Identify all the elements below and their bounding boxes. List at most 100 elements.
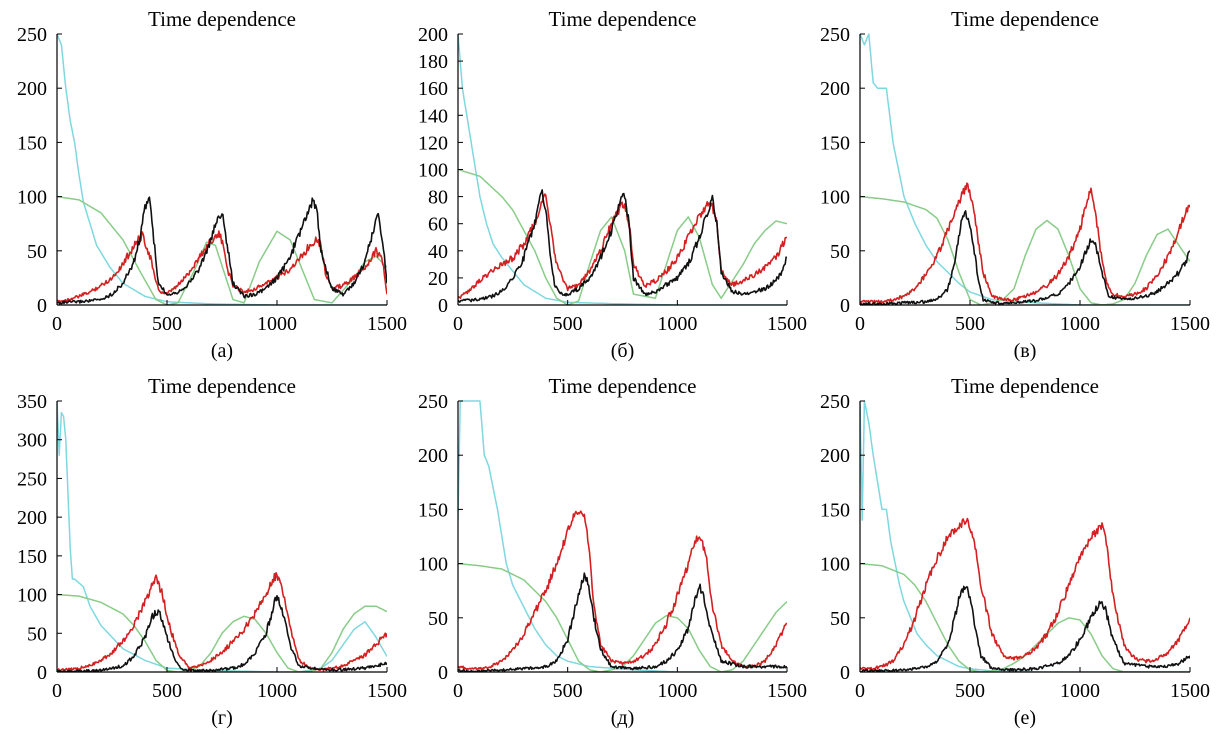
chart-panel: Time dependence 0 50 100 150 200 250 0 500 1000 15… — [820, 7, 1210, 362]
y-tick-label: 20 — [428, 268, 448, 290]
y-tick-label: 200 — [418, 445, 448, 467]
x-tick-label: 500 — [553, 680, 583, 702]
y-tick-label: 60 — [428, 214, 448, 236]
series-group — [57, 33, 387, 305]
x-tick-label: 0 — [453, 680, 463, 702]
series-line — [57, 594, 387, 672]
x-tick-label: 500 — [553, 313, 583, 335]
chart-panel: Time dependence 0 50 100 150 200 250 300 350 0 500… — [17, 374, 407, 729]
x-tick-label: 1500 — [767, 313, 807, 335]
x-tick-label: 1500 — [1170, 680, 1210, 702]
y-tick-label: 100 — [17, 187, 47, 209]
y-tick-label: 200 — [820, 78, 850, 100]
y-tick-label: 120 — [418, 132, 448, 154]
x-tick-label: 500 — [152, 313, 182, 335]
x-tick-label: 1000 — [257, 313, 297, 335]
y-tick-label: 0 — [840, 662, 850, 684]
y-tick-label: 40 — [428, 241, 448, 263]
x-tick-label: 500 — [955, 680, 985, 702]
series-group — [458, 33, 787, 305]
chart-title: Time dependence — [148, 7, 296, 31]
x-tick-label: 500 — [955, 313, 985, 335]
y-tick-label: 200 — [17, 78, 47, 100]
series-line — [860, 195, 1190, 305]
y-tick-label: 100 — [820, 187, 850, 209]
y-tick-label: 50 — [830, 241, 850, 263]
x-tick-label: 1000 — [657, 313, 697, 335]
series-line — [860, 517, 1190, 671]
chart-panel: Time dependence 0 50 100 150 200 250 0 500 1000 15… — [820, 374, 1210, 729]
chart-panel: Time dependence 0 50 100 150 200 250 0 500 1000 15… — [418, 374, 807, 729]
y-tick-label: 200 — [17, 507, 47, 529]
y-tick-label: 150 — [17, 546, 47, 568]
y-tick-label: 0 — [840, 295, 850, 317]
y-tick-label: 140 — [418, 105, 448, 127]
x-tick-label: 1000 — [1060, 680, 1100, 702]
x-tick-label: 1500 — [367, 313, 407, 335]
chart-panel: Time dependence 0 50 100 150 200 250 0 500 1000 15… — [17, 7, 407, 362]
y-tick-label: 200 — [418, 24, 448, 46]
chart-title: Time dependence — [951, 7, 1099, 31]
panel-caption: (б) — [611, 340, 635, 362]
series-line — [57, 400, 387, 672]
x-tick-label: 1000 — [1060, 313, 1100, 335]
series-line — [458, 510, 787, 671]
y-tick-label: 160 — [418, 78, 448, 100]
y-tick-label: 50 — [428, 608, 448, 630]
y-tick-label: 150 — [820, 132, 850, 154]
x-tick-label: 0 — [52, 680, 62, 702]
y-tick-label: 200 — [820, 445, 850, 467]
y-tick-label: 250 — [820, 391, 850, 413]
series-line — [860, 210, 1190, 305]
y-tick-label: 100 — [418, 554, 448, 576]
y-tick-label: 0 — [438, 295, 448, 317]
x-tick-label: 0 — [453, 313, 463, 335]
x-tick-label: 1000 — [657, 680, 697, 702]
series-line — [57, 195, 387, 305]
chart-title: Time dependence — [549, 7, 697, 31]
y-tick-label: 50 — [830, 608, 850, 630]
y-tick-label: 0 — [438, 662, 448, 684]
series-line — [458, 572, 787, 672]
series-line — [860, 585, 1190, 672]
series-line — [458, 189, 787, 303]
y-tick-label: 180 — [418, 51, 448, 73]
y-tick-label: 300 — [17, 430, 47, 452]
series-line — [458, 33, 787, 305]
series-group — [458, 400, 787, 672]
series-line — [860, 33, 1190, 305]
panel-caption: (а) — [211, 340, 233, 362]
y-tick-label: 80 — [428, 187, 448, 209]
y-tick-label: 100 — [17, 585, 47, 607]
chart-title: Time dependence — [951, 374, 1099, 398]
series-line — [57, 593, 387, 672]
series-line — [458, 168, 787, 305]
y-tick-label: 150 — [17, 132, 47, 154]
x-tick-label: 1500 — [367, 680, 407, 702]
x-tick-label: 500 — [152, 680, 182, 702]
x-tick-label: 0 — [855, 680, 865, 702]
y-tick-label: 250 — [17, 24, 47, 46]
y-tick-label: 250 — [17, 468, 47, 490]
x-tick-label: 1500 — [1170, 313, 1210, 335]
chart-panel: Time dependence 0 20 40 60 80 100 120 140 160 180 2… — [418, 7, 807, 362]
y-tick-label: 0 — [37, 295, 47, 317]
chart-title: Time dependence — [549, 374, 697, 398]
y-tick-label: 150 — [418, 499, 448, 521]
y-tick-label: 350 — [17, 391, 47, 413]
series-group — [860, 400, 1190, 672]
panel-caption: (е) — [1014, 707, 1036, 729]
y-tick-label: 100 — [418, 160, 448, 182]
series-group — [860, 33, 1190, 305]
y-tick-label: 50 — [27, 241, 47, 263]
series-line — [458, 193, 787, 300]
series-line — [458, 400, 787, 672]
chart-title: Time dependence — [148, 374, 296, 398]
series-line — [57, 33, 387, 305]
y-tick-label: 150 — [820, 499, 850, 521]
y-tick-label: 100 — [820, 554, 850, 576]
x-tick-label: 0 — [52, 313, 62, 335]
panel-caption: (г) — [211, 707, 233, 729]
x-tick-label: 1000 — [257, 680, 297, 702]
